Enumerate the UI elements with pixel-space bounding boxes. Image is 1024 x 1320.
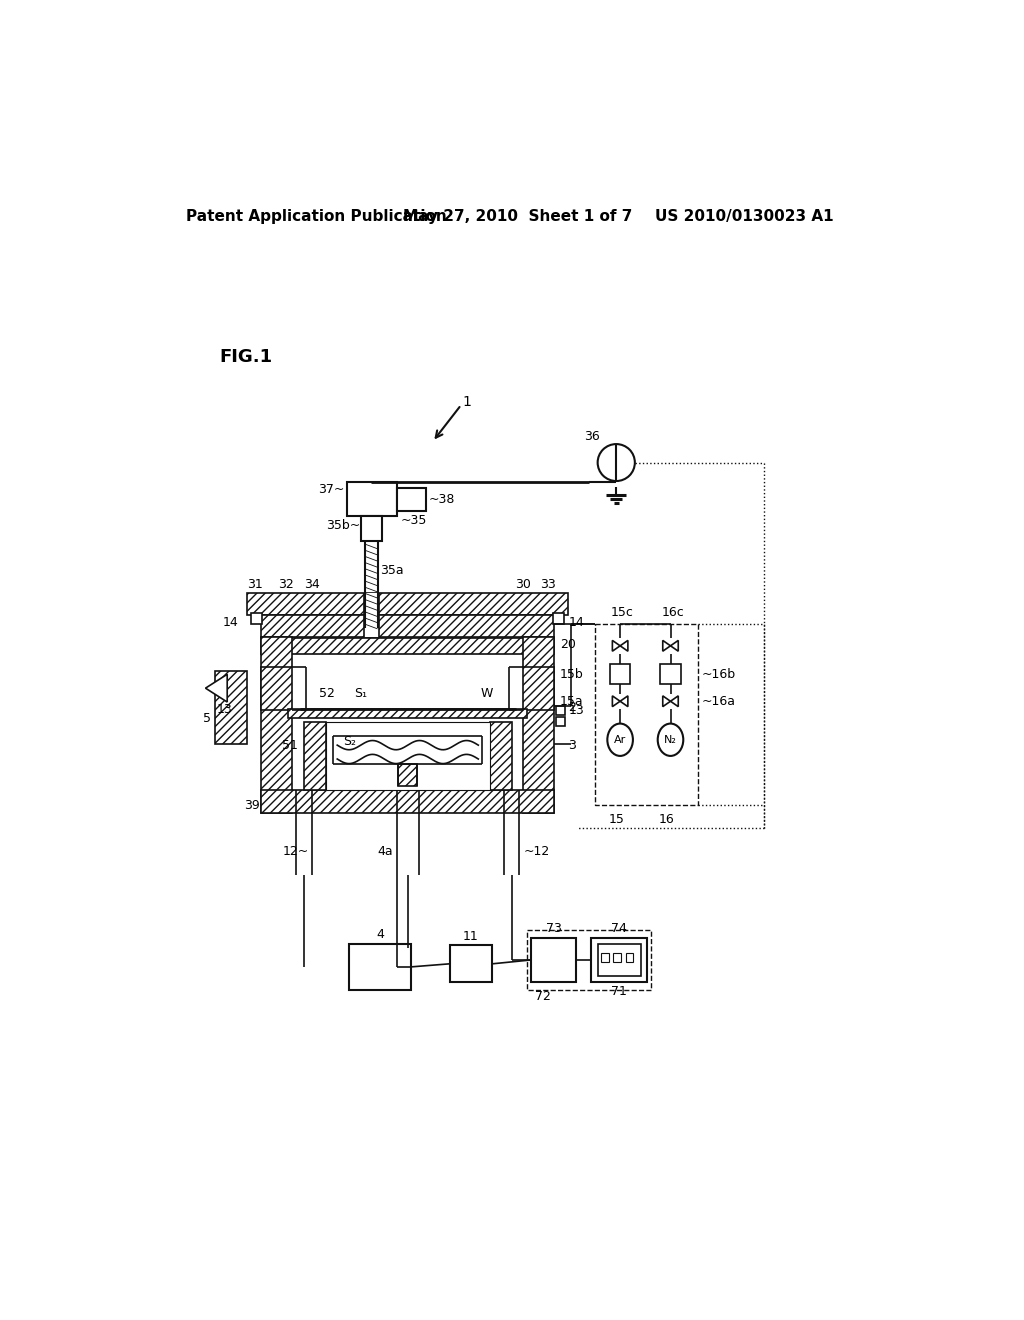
Text: 15c: 15c (611, 606, 634, 619)
Polygon shape (663, 696, 671, 706)
Text: May 27, 2010  Sheet 1 of 7: May 27, 2010 Sheet 1 of 7 (403, 209, 633, 223)
Text: 71: 71 (611, 985, 628, 998)
Text: 31: 31 (248, 578, 263, 591)
Bar (398, 764, 417, 785)
Bar (215, 671, 248, 744)
Bar (397, 488, 426, 511)
Text: Patent Application Publication: Patent Application Publication (186, 209, 446, 223)
Text: 51: 51 (283, 739, 298, 751)
Text: 39: 39 (245, 799, 260, 812)
Text: 15a: 15a (560, 694, 584, 708)
Bar (251, 614, 262, 624)
Text: ~38: ~38 (429, 492, 455, 506)
Text: 11: 11 (463, 929, 478, 942)
Bar (261, 638, 554, 653)
Text: 13: 13 (216, 704, 232, 717)
Text: 16: 16 (658, 813, 675, 825)
Text: 12~: 12~ (283, 845, 308, 858)
Text: 2: 2 (568, 701, 577, 714)
Text: N₂: N₂ (664, 735, 677, 744)
Text: US 2010/0130023 A1: US 2010/0130023 A1 (655, 209, 834, 223)
Text: S₁: S₁ (354, 686, 368, 700)
Bar (613, 953, 621, 962)
Text: ~16a: ~16a (701, 694, 735, 708)
Bar (304, 722, 326, 789)
Bar (531, 937, 575, 982)
Text: 33: 33 (541, 578, 556, 591)
Bar (261, 668, 306, 710)
Bar (261, 789, 554, 813)
Text: 1: 1 (463, 395, 472, 409)
Text: 35a: 35a (380, 564, 403, 577)
Text: 15: 15 (608, 813, 625, 825)
Bar (360, 516, 382, 541)
Bar (450, 945, 493, 982)
Text: 30: 30 (515, 578, 531, 591)
Bar (346, 482, 397, 516)
Text: Ar: Ar (614, 735, 627, 744)
Bar (523, 636, 554, 813)
Polygon shape (612, 696, 621, 706)
Bar (523, 668, 554, 710)
Bar (349, 944, 411, 990)
Polygon shape (621, 640, 628, 651)
Text: ~35: ~35 (400, 513, 427, 527)
Text: 15b: 15b (560, 668, 584, 681)
Bar (509, 668, 554, 710)
Bar (261, 668, 292, 710)
Text: 20: 20 (560, 638, 577, 651)
Bar (598, 944, 641, 975)
Text: ~12: ~12 (523, 845, 550, 858)
Bar (364, 594, 379, 636)
Bar (660, 664, 681, 684)
Text: 34: 34 (304, 578, 319, 591)
Bar (601, 953, 608, 962)
Bar (592, 937, 647, 982)
Text: 72: 72 (535, 990, 551, 1003)
Text: 13: 13 (568, 704, 584, 717)
Polygon shape (612, 640, 621, 651)
Polygon shape (671, 696, 678, 706)
Text: 16c: 16c (662, 606, 684, 619)
Bar (489, 722, 512, 789)
Text: 32: 32 (279, 578, 294, 591)
Text: 4a: 4a (378, 845, 393, 858)
Bar (326, 722, 489, 789)
Polygon shape (621, 696, 628, 706)
Text: 35b~: 35b~ (326, 519, 359, 532)
Text: 74: 74 (611, 921, 628, 935)
Polygon shape (663, 640, 671, 651)
Text: ~16b: ~16b (701, 668, 735, 681)
Polygon shape (206, 675, 227, 702)
Bar (527, 929, 651, 990)
Text: 5: 5 (203, 713, 211, 726)
Text: 14: 14 (222, 616, 239, 630)
Bar (595, 624, 697, 805)
Bar (248, 594, 568, 615)
Text: W: W (480, 686, 493, 700)
Text: S₂: S₂ (343, 735, 355, 748)
Text: 36: 36 (584, 430, 599, 444)
Text: 73: 73 (546, 921, 561, 935)
Bar (626, 953, 633, 962)
Bar (261, 636, 292, 813)
Bar (261, 615, 554, 636)
Bar (610, 664, 630, 684)
Text: 4: 4 (376, 928, 384, 941)
Bar (554, 614, 564, 624)
Text: 14: 14 (568, 616, 584, 630)
Bar (289, 709, 527, 718)
Bar (556, 706, 565, 715)
Polygon shape (671, 640, 678, 651)
Text: FIG.1: FIG.1 (219, 348, 272, 366)
Text: 37~: 37~ (317, 483, 344, 496)
Text: 52: 52 (319, 686, 335, 700)
Text: 3: 3 (568, 739, 577, 752)
Bar (556, 717, 565, 726)
